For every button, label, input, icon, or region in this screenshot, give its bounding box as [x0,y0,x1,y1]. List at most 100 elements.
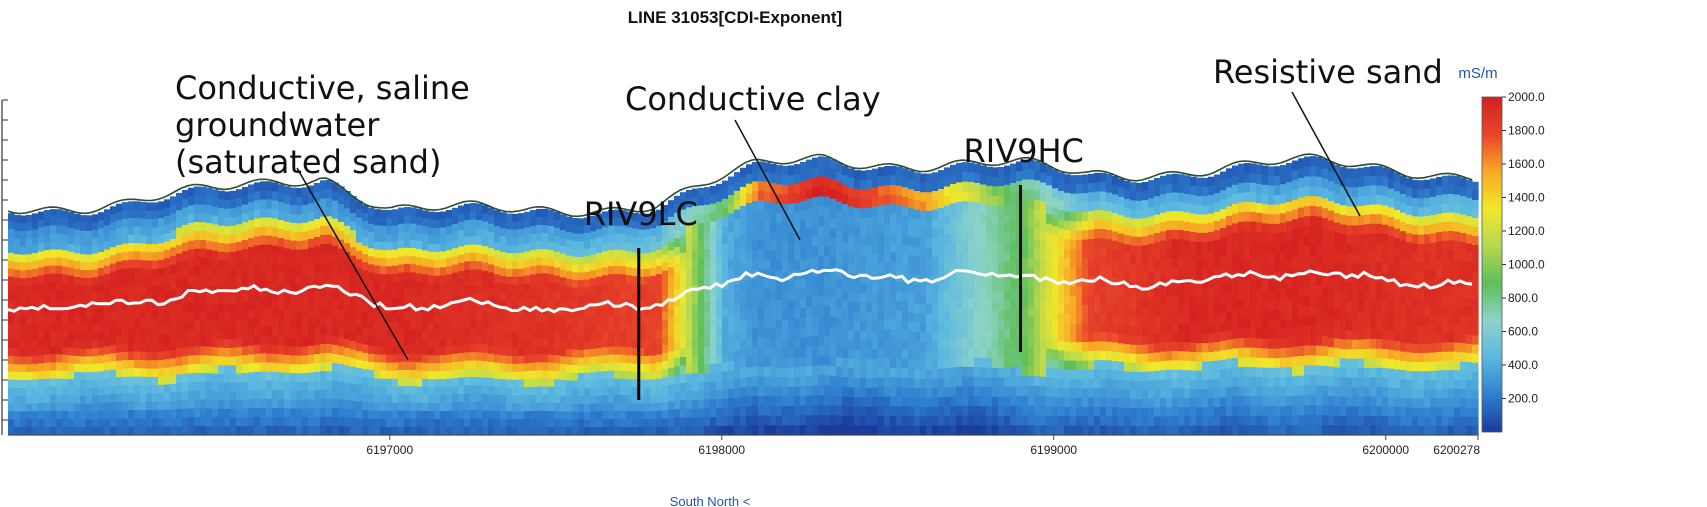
section-cell [932,313,939,323]
section-cell [842,243,849,253]
section-cell [764,260,771,270]
section-cell [290,426,297,435]
section-cell [710,355,717,365]
section-cell [728,287,735,297]
section-cell [152,327,159,336]
section-cell [878,225,885,235]
section-cell [224,244,231,253]
section-cell [716,408,723,418]
section-cell [950,232,957,242]
section-cell [44,419,51,428]
section-cell [146,344,153,353]
section-cell [590,255,597,263]
section-cell [26,223,33,232]
section-cell [524,292,531,301]
section-cell [38,395,45,404]
section-cell [680,236,687,245]
section-cell [782,339,789,349]
section-cell [440,387,447,396]
section-cell [614,395,621,404]
section-cell [992,292,999,302]
section-cell [200,249,207,259]
section-cell [896,330,903,340]
section-cell [380,347,387,356]
section-cell [500,371,507,380]
section-cell [452,411,459,420]
section-cell [962,260,969,270]
section-cell [86,412,93,420]
section-cell [80,411,87,420]
section-cell [722,244,729,254]
section-cell [14,294,21,303]
section-cell [158,427,165,436]
section-cell [26,215,33,224]
section-cell [476,270,483,279]
section-cell [656,322,663,331]
section-cell [1052,426,1059,436]
section-cell [944,425,951,435]
section-cell [122,385,129,394]
section-cell [692,365,699,374]
section-cell [1046,233,1053,243]
section-cell [32,356,39,365]
section-cell [998,406,1005,416]
section-cell [218,418,225,427]
section-cell [446,323,453,332]
section-cell [704,391,711,401]
section-cell [8,340,15,349]
section-cell [770,251,777,261]
section-cell [26,246,33,255]
section-cell [1022,199,1029,209]
section-cell [188,409,195,418]
section-cell [134,385,141,394]
section-cell [134,318,141,327]
section-cell [1004,252,1011,262]
section-cell [986,310,993,320]
section-cell [824,157,831,168]
section-cell [824,346,831,357]
section-cell [386,355,393,364]
section-cell [92,285,99,294]
section-cell [626,355,633,364]
section-cell [950,165,957,175]
section-cell [488,403,495,412]
section-cell [662,336,669,345]
section-cell [368,411,375,420]
section-cell [26,411,33,420]
section-cell [482,287,489,296]
section-cell [314,264,321,274]
section-cell [896,291,903,301]
section-cell [452,313,459,322]
section-cell [146,219,153,228]
section-cell [314,336,321,346]
section-cell [626,235,633,244]
section-cell [572,296,579,304]
section-cell [854,293,861,303]
section-cell [584,287,591,295]
section-cell [578,327,585,335]
section-cell [38,228,45,237]
section-cell [992,397,999,407]
section-cell [1052,378,1059,388]
section-cell [230,269,237,278]
section-cell [212,242,219,251]
section-cell [116,344,123,353]
section-cell [890,358,897,368]
section-cell [1058,388,1065,398]
section-cell [170,196,177,205]
section-cell [848,245,855,255]
section-cell [314,399,321,409]
section-cell [620,419,627,428]
section-cell [416,241,423,250]
section-cell [986,406,993,416]
section-cell [134,402,141,411]
section-cell [824,326,831,337]
section-cell [848,283,855,293]
section-cell [650,324,657,333]
section-cell [314,354,321,364]
section-cell [464,204,471,213]
section-cell [188,276,195,285]
section-cell [512,356,519,365]
section-cell [230,191,237,200]
section-cell [926,192,933,202]
